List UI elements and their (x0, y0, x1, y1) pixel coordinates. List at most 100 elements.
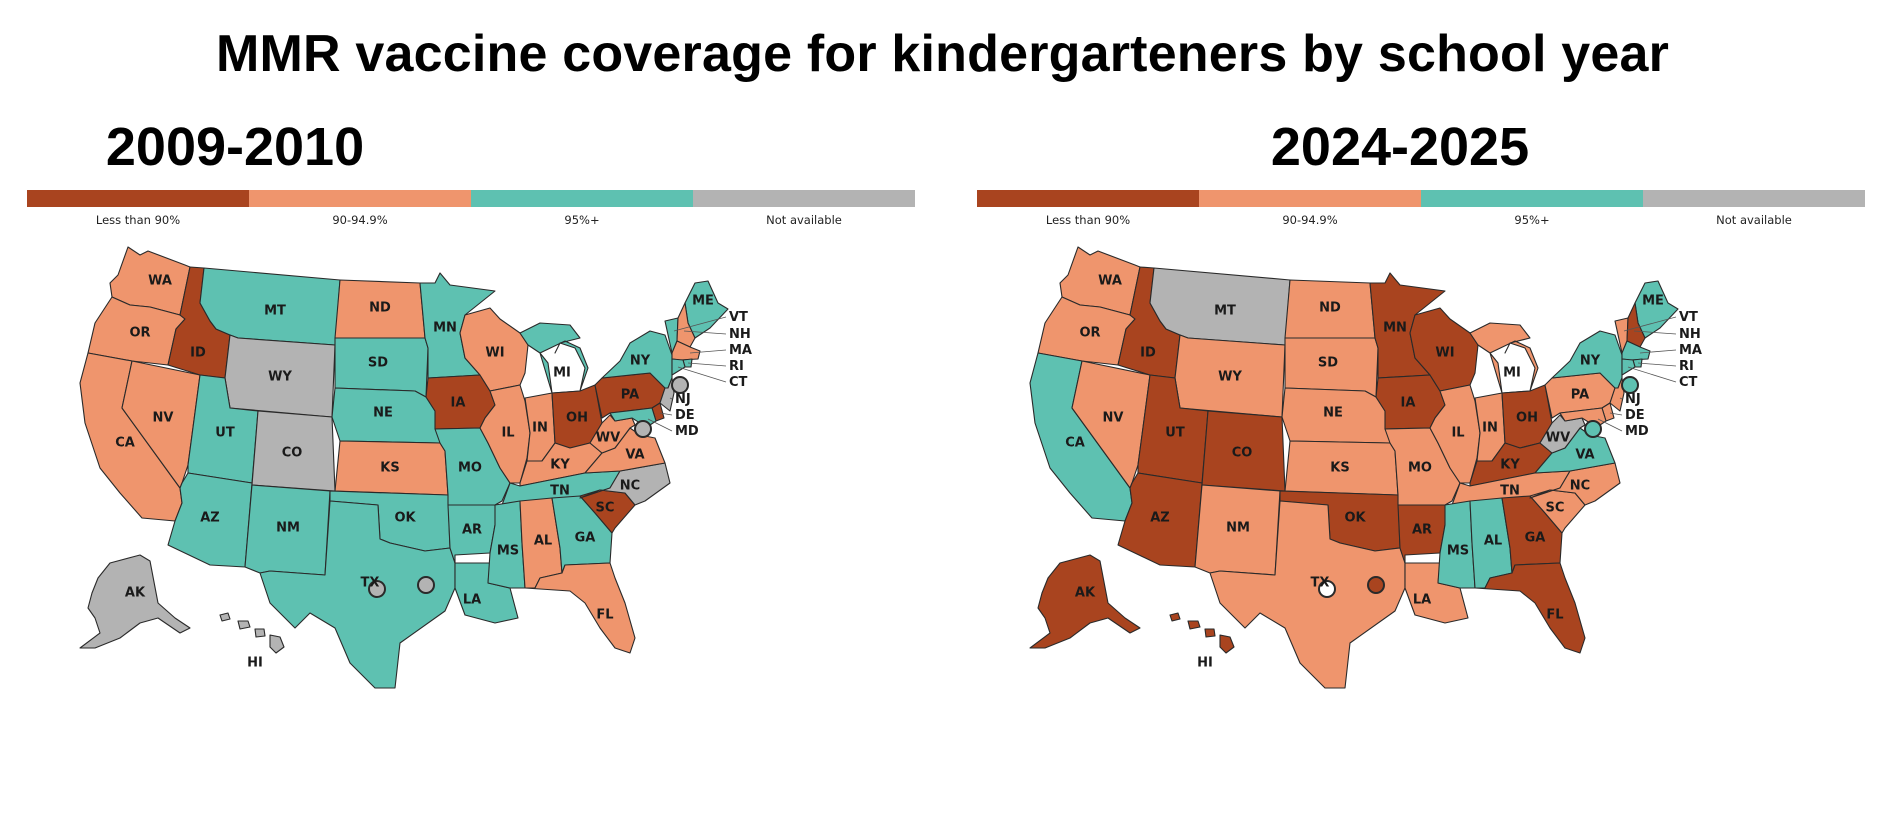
state-label-or: OR (1079, 326, 1100, 341)
state-label-il: IL (501, 426, 514, 441)
state-label-fl: FL (1546, 608, 1563, 623)
state-hi (219, 612, 285, 654)
state-label-co: CO (282, 446, 303, 461)
callout-line (1619, 397, 1623, 400)
state-label-wy: WY (1218, 370, 1242, 385)
state-label-nm: NM (1226, 521, 1250, 536)
state-label-ri: RI (729, 359, 744, 374)
legend-label: 95%+ (1514, 213, 1550, 227)
state-label-ct: CT (1679, 375, 1698, 390)
state-label-al: AL (534, 534, 552, 549)
state-label-ok: OK (1344, 511, 1366, 526)
state-label-sc: SC (1546, 501, 1565, 516)
state-mi (519, 322, 589, 396)
legend-swatch-less-than-90 (27, 190, 249, 207)
state-label-ny: NY (630, 354, 651, 369)
state-label-il: IL (1451, 426, 1464, 441)
state-label-in: IN (532, 421, 548, 436)
state-label-ok: OK (394, 511, 416, 526)
state-label-ut: UT (1165, 426, 1185, 441)
nyc-marker (1621, 376, 1639, 394)
state-label-ny: NY (1580, 354, 1601, 369)
state-wv (589, 414, 636, 454)
state-label-tn: TN (550, 484, 570, 499)
state-label-nj: NJ (675, 392, 691, 407)
state-label-oh: OH (1516, 411, 1538, 426)
state-label-ky: KY (1500, 458, 1520, 473)
state-label-nh: NH (729, 327, 751, 342)
state-label-vt: VT (729, 310, 748, 325)
state-label-fl: FL (596, 608, 613, 623)
state-ak (79, 554, 191, 649)
state-label-ar: AR (462, 523, 482, 538)
callout-line (1609, 412, 1623, 416)
state-tx (259, 500, 456, 689)
state-label-ct: CT (729, 375, 748, 390)
state-ak (1029, 554, 1141, 649)
state-label-co: CO (1232, 446, 1253, 461)
state-label-az: AZ (200, 511, 220, 526)
state-wi (1409, 307, 1479, 392)
legend-swatch-90-94 (1199, 190, 1421, 207)
callout-line (647, 418, 673, 432)
callout-line (1597, 418, 1623, 432)
texas-city-marker (417, 576, 435, 594)
state-label-nc: NC (620, 479, 640, 494)
state-wi (459, 307, 529, 392)
state-label-nd: ND (1319, 301, 1341, 316)
state-label-ky: KY (550, 458, 570, 473)
state-label-sc: SC (596, 501, 615, 516)
state-label-oh: OH (566, 411, 588, 426)
state-label-hi: HI (1197, 656, 1213, 671)
state-label-ne: NE (373, 406, 393, 421)
state-label-ks: KS (1330, 461, 1349, 476)
state-label-nh: NH (1679, 327, 1701, 342)
callout-line (677, 366, 727, 383)
legend-swatch-95-plus (471, 190, 693, 207)
legend-label: 90-94.9% (332, 213, 388, 227)
legend-swatch-less-than-90 (977, 190, 1199, 207)
state-label-in: IN (1482, 421, 1498, 436)
state-label-la: LA (463, 593, 481, 608)
nyc-marker (671, 376, 689, 394)
us-map-2009: WA OR CA NV ID MT WY UT CO AZ NM ND SD NE KS OK TX MN IA MO… (79, 246, 752, 689)
state-label-pa: PA (1571, 388, 1589, 403)
state-label-ne: NE (1323, 406, 1343, 421)
state-label-va: VA (625, 448, 644, 463)
state-label-ms: MS (1447, 544, 1469, 559)
state-label-wi: WI (1435, 346, 1454, 361)
state-nc (1529, 462, 1621, 506)
callout-line (689, 349, 727, 354)
state-label-nv: NV (153, 411, 174, 426)
state-label-ma: MA (1679, 343, 1702, 358)
callout-line (687, 362, 727, 367)
state-label-mt: MT (264, 304, 286, 319)
state-label-tx: TX (361, 576, 380, 591)
state-nc (579, 462, 671, 506)
state-label-nj: NJ (1625, 392, 1641, 407)
callout-line (1639, 349, 1677, 354)
state-hi (1169, 612, 1235, 654)
state-label-mi: MI (553, 366, 571, 381)
callout-line (1623, 316, 1677, 332)
state-wv (1539, 414, 1586, 454)
state-label-ga: GA (1525, 531, 1546, 546)
state-label-tn: TN (1500, 484, 1520, 499)
state-label-ks: KS (380, 461, 399, 476)
state-label-me: ME (1642, 294, 1664, 309)
state-label-wi: WI (485, 346, 504, 361)
state-label-ca: CA (115, 436, 135, 451)
state-label-wv: WV (1546, 431, 1570, 446)
state-label-nc: NC (1570, 479, 1590, 494)
state-label-va: VA (1575, 448, 1594, 463)
map-panel-left: 2009-2010 Less than 90% 90-94.9% 95%+ No… (15, 110, 940, 750)
state-label-wv: WV (596, 431, 620, 446)
state-label-ia: IA (451, 396, 466, 411)
state-label-nd: ND (369, 301, 391, 316)
callout-line (673, 316, 727, 332)
panel-year-label: 2024-2025 (1270, 117, 1530, 177)
state-label-id: ID (190, 346, 206, 361)
state-label-mo: MO (1408, 461, 1432, 476)
state-label-mo: MO (458, 461, 482, 476)
callout-line (659, 412, 673, 416)
